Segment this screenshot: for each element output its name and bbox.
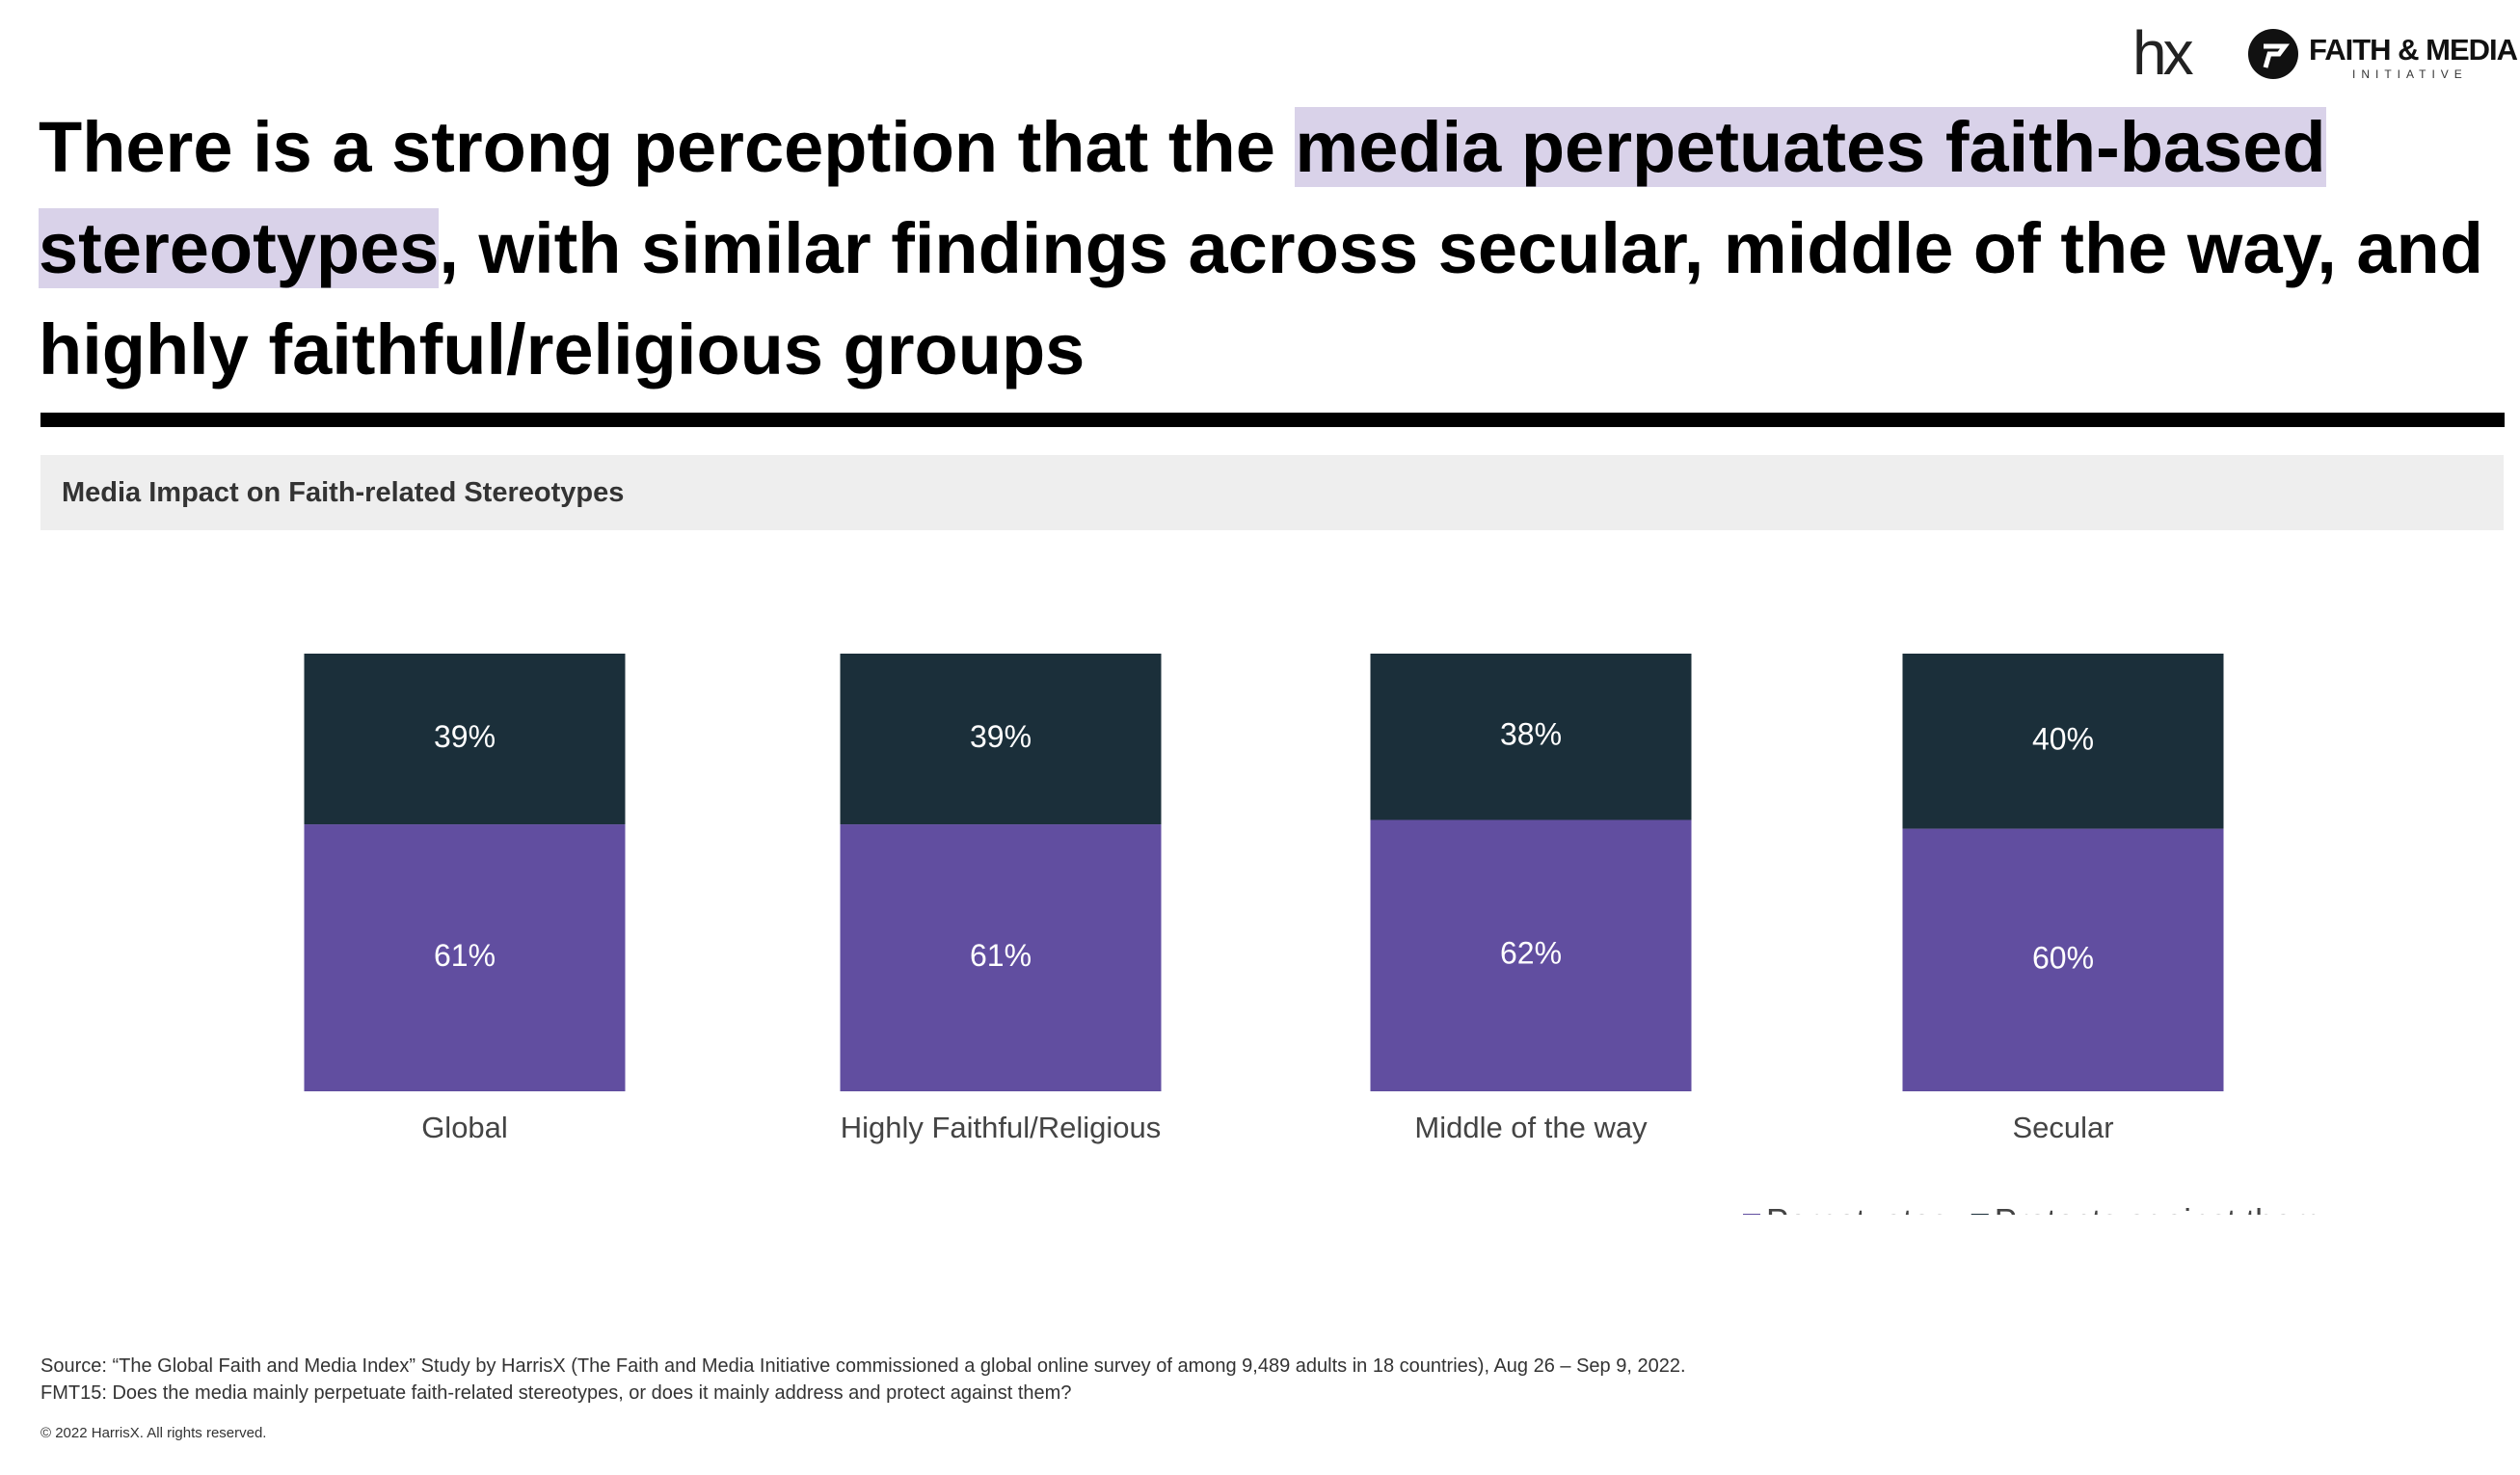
slide-title: There is a strong perception that the me… <box>39 96 2487 400</box>
chart-title: Media Impact on Faith-related Stereotype… <box>62 477 625 508</box>
data-label: 40% <box>2032 721 2094 756</box>
data-label: 61% <box>970 938 1032 973</box>
x-tick-label: Highly Faithful/Religious <box>841 1111 1162 1144</box>
logo-icon <box>2248 29 2298 79</box>
legend-label: Perpetuates <box>1766 1202 1948 1215</box>
data-label: 39% <box>434 719 496 754</box>
logo-hx: hx <box>2132 18 2194 88</box>
data-label: 61% <box>434 938 496 973</box>
bar-segment <box>304 654 626 825</box>
logo-brand: FAITH & MEDIA <box>2309 33 2518 67</box>
bar-segment <box>1902 654 2224 829</box>
question-note: FMT15: Does the media mainly perpetuate … <box>40 1382 1072 1404</box>
source-note: Source: “The Global Faith and Media Inde… <box>40 1355 1686 1377</box>
title-rule <box>40 413 2505 427</box>
legend-swatch <box>1743 1214 1760 1215</box>
data-label: 39% <box>970 719 1032 754</box>
chart: 61% 39% Global 61% 39% Highly Faithful/Religi… <box>304 654 2321 1215</box>
bar-segment <box>304 824 626 1091</box>
data-label: 38% <box>1500 717 1562 752</box>
bar-segment <box>1902 828 2224 1091</box>
chart-header: Media Impact on Faith-related Stereotype… <box>40 455 2504 530</box>
bar-segment <box>1370 654 1692 820</box>
legend-label: Protects against them <box>1995 1202 2321 1215</box>
legend-swatch <box>1970 1214 1989 1215</box>
bar-segment <box>1370 819 1692 1091</box>
x-tick-label: Secular <box>2012 1111 2113 1144</box>
bar-segment <box>840 824 1162 1091</box>
bar-segment <box>840 654 1162 825</box>
data-label: 62% <box>1500 936 1562 971</box>
x-tick-label: Middle of the way <box>1414 1111 1648 1144</box>
x-tick-label: Global <box>421 1111 508 1144</box>
data-label: 60% <box>2032 940 2094 975</box>
title-text: , with similar findings across secular, … <box>39 208 2483 389</box>
logo-brand-sub: INITIATIVE <box>2352 67 2468 81</box>
title-text: There is a strong perception that the <box>39 107 1296 187</box>
copyright: © 2022 HarrisX. All rights reserved. <box>40 1425 267 1441</box>
